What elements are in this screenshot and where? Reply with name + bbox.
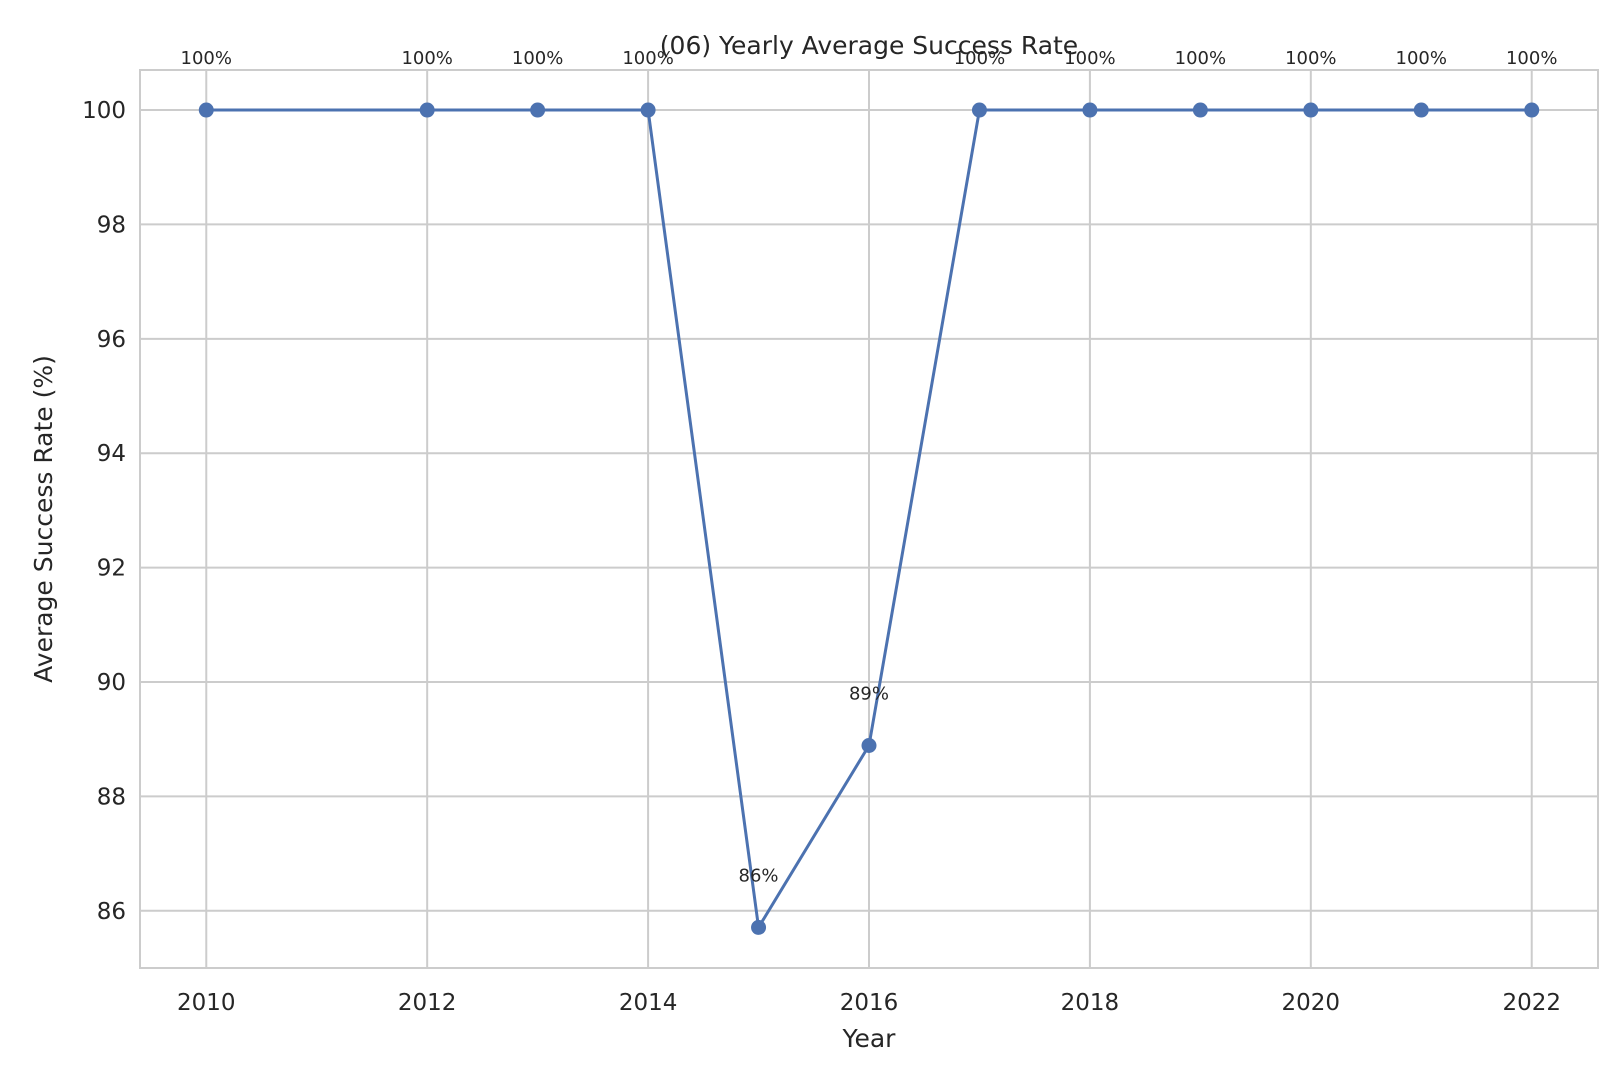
data-labels: 100% 100% 100% 100% 86% 89% 100% 100% 100% 100% 10… — [181, 48, 1558, 886]
x-tick-label-2020: 2020 — [1282, 990, 1341, 1016]
data-point-2019 — [1192, 102, 1208, 118]
x-tick-label-2010: 2010 — [177, 990, 236, 1016]
y-tick-label-90: 90 — [97, 670, 126, 696]
data-point-2014 — [640, 102, 656, 118]
series-layer — [198, 102, 1540, 935]
y-axis-ticks: 86 88 90 92 94 96 98 100 — [82, 98, 126, 925]
grid — [140, 70, 1598, 968]
x-tick-label-2012: 2012 — [398, 990, 457, 1016]
x-tick-label-2022: 2022 — [1502, 990, 1561, 1016]
data-label-2018: 100% — [1064, 48, 1115, 69]
data-point-2012 — [419, 102, 435, 118]
y-tick-label-86: 86 — [97, 899, 126, 925]
data-label-2017: 100% — [954, 48, 1005, 69]
x-axis-title: Year — [842, 1024, 897, 1053]
plot-area-frame — [139, 69, 1599, 969]
data-point-2013 — [530, 102, 546, 118]
series-line-0 — [204, 108, 1534, 929]
data-label-2014: 100% — [622, 48, 673, 69]
data-point-2021 — [1413, 102, 1429, 118]
x-tick-label-2016: 2016 — [840, 990, 899, 1016]
data-label-2012: 100% — [401, 48, 452, 69]
data-label-2021: 100% — [1396, 48, 1447, 69]
x-tick-label-2018: 2018 — [1061, 990, 1120, 1016]
y-axis-title: Average Success Rate (%) — [29, 355, 58, 683]
data-label-2013: 100% — [512, 48, 563, 69]
x-axis-ticks: 2010 2012 2014 2016 2018 2020 2022 — [177, 990, 1561, 1016]
y-tick-label-96: 96 — [97, 327, 126, 353]
data-point-2020 — [1303, 102, 1319, 118]
data-label-2020: 100% — [1285, 48, 1336, 69]
data-label-2015: 86% — [739, 865, 779, 886]
y-tick-label-98: 98 — [97, 212, 126, 238]
chart-title: (06) Yearly Average Success Rate — [660, 31, 1078, 60]
data-point-2016 — [861, 738, 877, 754]
data-point-2018 — [1082, 102, 1098, 118]
data-label-2019: 100% — [1175, 48, 1226, 69]
y-tick-label-88: 88 — [97, 784, 126, 810]
y-tick-label-100: 100 — [82, 98, 126, 124]
x-tick-label-2014: 2014 — [619, 990, 678, 1016]
y-tick-label-92: 92 — [97, 556, 126, 582]
y-tick-label-94: 94 — [97, 441, 126, 467]
data-point-2015 — [751, 919, 767, 935]
data-label-2016: 89% — [849, 684, 889, 705]
data-point-2022 — [1524, 102, 1540, 118]
data-label-2010: 100% — [181, 48, 232, 69]
data-label-2022: 100% — [1506, 48, 1557, 69]
data-point-2010 — [198, 102, 214, 118]
data-point-2017 — [971, 102, 987, 118]
